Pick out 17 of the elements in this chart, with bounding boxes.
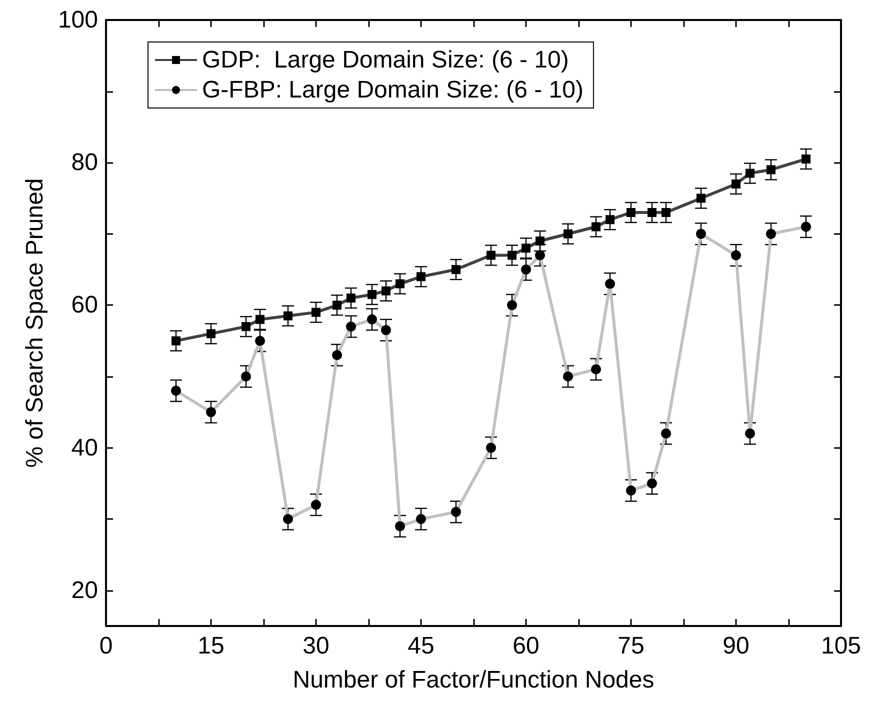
x-tick-label: 105 bbox=[820, 632, 862, 660]
x-tick-label: 15 bbox=[198, 632, 224, 660]
x-tick-label: 45 bbox=[408, 632, 434, 660]
x-axis-title: Number of Factor/Function Nodes bbox=[292, 666, 654, 694]
legend-label: GDP: Large Domain Size: (6 - 10) bbox=[202, 46, 569, 74]
x-tick-label: 90 bbox=[722, 632, 750, 660]
y-axis-title: % of Search Space Pruned bbox=[22, 178, 49, 468]
y-tick-label: 20 bbox=[71, 576, 98, 604]
x-tick-label: 30 bbox=[302, 632, 330, 660]
y-tick-label: 100 bbox=[58, 6, 98, 34]
x-tick-label: 75 bbox=[618, 632, 644, 660]
x-tick-label: 0 bbox=[99, 632, 113, 660]
x-tick-label: 60 bbox=[512, 632, 540, 660]
y-tick-label: 60 bbox=[71, 292, 98, 319]
y-tick-label: 40 bbox=[71, 434, 98, 462]
legend-label: G-FBP: Large Domain Size: (6 - 10) bbox=[202, 76, 584, 104]
y-tick-label: 80 bbox=[71, 149, 98, 176]
